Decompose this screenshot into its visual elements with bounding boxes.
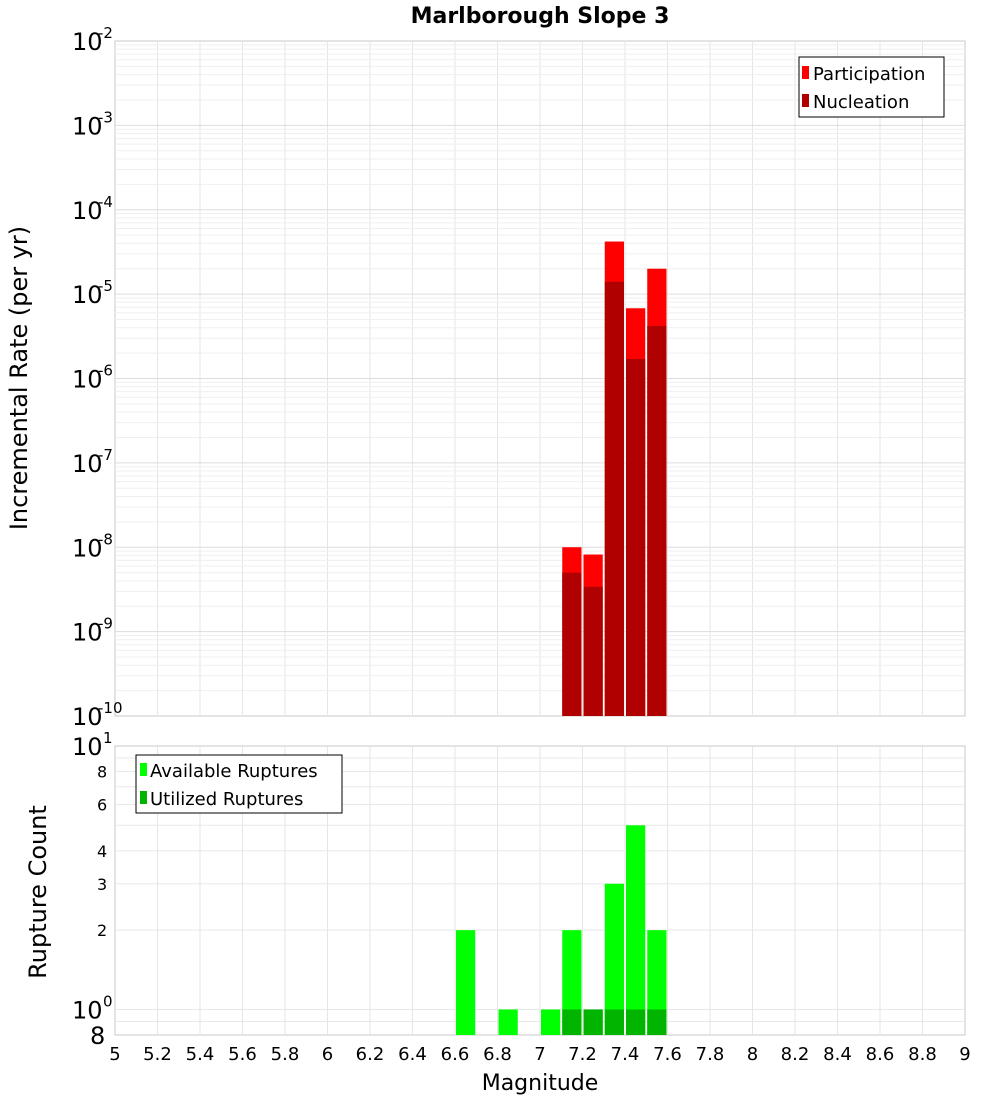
legend-label-utilized: Utilized Ruptures (150, 789, 303, 810)
top-legend: Participation Nucleation (798, 56, 945, 118)
x-tick-label: 6.4 (398, 1044, 427, 1065)
bottom-plot-bars (456, 825, 667, 1035)
bottom-y-tick-label: 2 (97, 921, 107, 940)
chart-title: Marlborough Slope 3 (411, 4, 670, 29)
legend-label-participation: Participation (813, 64, 925, 85)
utilized-ruptures-bar (562, 1009, 582, 1035)
top-y-tick-label: 10 (72, 197, 103, 225)
available-ruptures-bar (562, 930, 582, 1035)
top-y-tick-label: 10 (72, 28, 103, 56)
top-y-axis-label: Incremental Rate (per yr) (5, 226, 33, 530)
top-y-tick-exponent: -4 (98, 193, 113, 211)
legend-label-available: Available Ruptures (150, 761, 318, 782)
top-y-tick-label: 10 (72, 619, 103, 647)
available-ruptures-bar (541, 1009, 561, 1035)
x-tick-label: 5 (109, 1044, 120, 1065)
bottom-y-tick-exponent: 1 (103, 729, 113, 747)
top-y-tick-exponent: -3 (98, 108, 113, 126)
x-tick-label: 8.2 (781, 1044, 810, 1065)
legend-swatch-utilized (140, 791, 147, 804)
x-tick-label: 8.4 (823, 1044, 852, 1065)
utilized-ruptures-bar (583, 1009, 603, 1035)
top-legend-box (798, 56, 945, 118)
nucleation-bar (583, 586, 603, 716)
legend-swatch-nucleation (802, 94, 809, 107)
x-tick-label: 8.6 (866, 1044, 895, 1065)
x-tick-label: 5.8 (271, 1044, 300, 1065)
nucleation-bar (626, 359, 646, 716)
available-ruptures-bar (604, 883, 624, 1035)
bottom-y-tick-label: 3 (97, 875, 107, 894)
x-tick-label: 9 (959, 1044, 970, 1065)
bottom-legend-box (135, 754, 343, 814)
top-plot-bars (562, 241, 667, 717)
nucleation-bar (647, 325, 667, 716)
top-y-tick-exponent: -5 (98, 277, 113, 295)
bottom-y-tick-label: 8 (90, 1022, 105, 1050)
nucleation-bar (604, 281, 624, 716)
top-y-tick-exponent: -10 (98, 699, 123, 717)
utilized-ruptures-bar (626, 1009, 646, 1035)
bottom-y-tick-exponent: 0 (103, 992, 113, 1010)
x-tick-label: 7 (534, 1044, 545, 1065)
legend-label-nucleation: Nucleation (813, 92, 909, 113)
utilized-ruptures-bar (604, 1009, 624, 1035)
x-tick-label: 7.2 (568, 1044, 597, 1065)
top-y-tick-label: 10 (72, 450, 103, 478)
utilized-ruptures-bar (647, 1009, 667, 1035)
bottom-y-tick-label: 10 (72, 996, 103, 1024)
x-tick-label: 8 (747, 1044, 758, 1065)
top-y-tick-label: 10 (72, 281, 103, 309)
bottom-y-tick-label: 4 (97, 842, 107, 861)
top-y-tick-exponent: -7 (98, 446, 113, 464)
bottom-legend: Available Ruptures Utilized Ruptures (135, 754, 343, 814)
x-tick-label: 7.6 (653, 1044, 682, 1065)
x-tick-label: 5.6 (228, 1044, 257, 1065)
bottom-y-tick-label: 10 (72, 733, 103, 761)
top-y-tick-exponent: -2 (98, 24, 113, 42)
legend-swatch-participation (802, 66, 809, 79)
top-y-tick-exponent: -6 (98, 362, 113, 380)
bottom-y-tick-label: 8 (97, 763, 107, 782)
x-tick-label: 5.4 (186, 1044, 215, 1065)
x-tick-label: 6 (322, 1044, 333, 1065)
x-axis-label: Magnitude (482, 1071, 599, 1096)
x-tick-label: 7.4 (611, 1044, 640, 1065)
x-tick-label: 6.6 (441, 1044, 470, 1065)
x-tick-label: 6.2 (356, 1044, 385, 1065)
x-tick-label: 5.2 (143, 1044, 172, 1065)
top-plot-grid (115, 41, 965, 716)
bottom-y-axis-label: Rupture Count (24, 805, 52, 979)
available-ruptures-bar (647, 930, 667, 1035)
x-tick-label: 7.8 (696, 1044, 725, 1065)
top-y-tick-label: 10 (72, 112, 103, 140)
legend-swatch-available (140, 763, 147, 776)
x-tick-labels: 5 5.2 5.4 5.6 5.8 6 6.2 6.4 6.6 6.8 7 7.2 7.4 7.6 7.8 8… (109, 1044, 970, 1065)
x-tick-label: 6.8 (483, 1044, 512, 1065)
x-tick-label: 8.8 (908, 1044, 937, 1065)
bottom-y-tick-label: 6 (97, 795, 107, 814)
top-y-tick-exponent: -8 (98, 530, 113, 548)
available-ruptures-bar (498, 1009, 518, 1035)
nucleation-bar (562, 572, 582, 716)
top-y-tick-label: 10 (72, 534, 103, 562)
top-y-tick-exponent: -9 (98, 615, 113, 633)
top-y-tick-label: 10 (72, 703, 103, 731)
available-ruptures-bar (626, 825, 646, 1035)
top-y-tick-label: 10 (72, 366, 103, 394)
available-ruptures-bar (456, 930, 476, 1035)
